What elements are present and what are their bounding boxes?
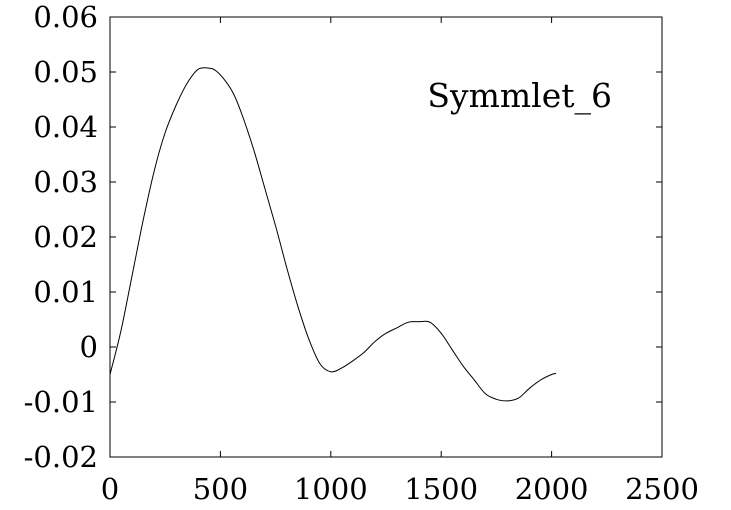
y-tick-label: 0.04 — [33, 110, 98, 144]
y-tick-label: 0.03 — [33, 165, 98, 199]
y-tick-label: -0.02 — [24, 440, 98, 474]
y-tick-label: 0.05 — [33, 55, 98, 89]
x-tick-label: 2500 — [625, 472, 699, 506]
x-tick-label: 1500 — [404, 472, 478, 506]
y-tick-label: 0.06 — [33, 0, 98, 34]
x-tick-label: 0 — [101, 472, 119, 506]
y-tick-label: -0.01 — [24, 385, 98, 419]
series-line — [109, 67, 557, 402]
legend-label: Symmlet_6 — [427, 76, 612, 116]
y-tick-label: 0.01 — [33, 275, 98, 309]
x-tick-label: 1000 — [294, 472, 368, 506]
y-tick-label: 0.02 — [33, 220, 98, 254]
axis-ticks: 0 500 1000 1500 2000 2500 -0.02 -0.01 0 0.01 0.02 0… — [24, 0, 699, 506]
x-tick-label: 500 — [193, 472, 248, 506]
series-lines — [109, 67, 557, 402]
x-tick-label: 2000 — [515, 472, 589, 506]
y-tick-label: 0 — [80, 330, 98, 364]
